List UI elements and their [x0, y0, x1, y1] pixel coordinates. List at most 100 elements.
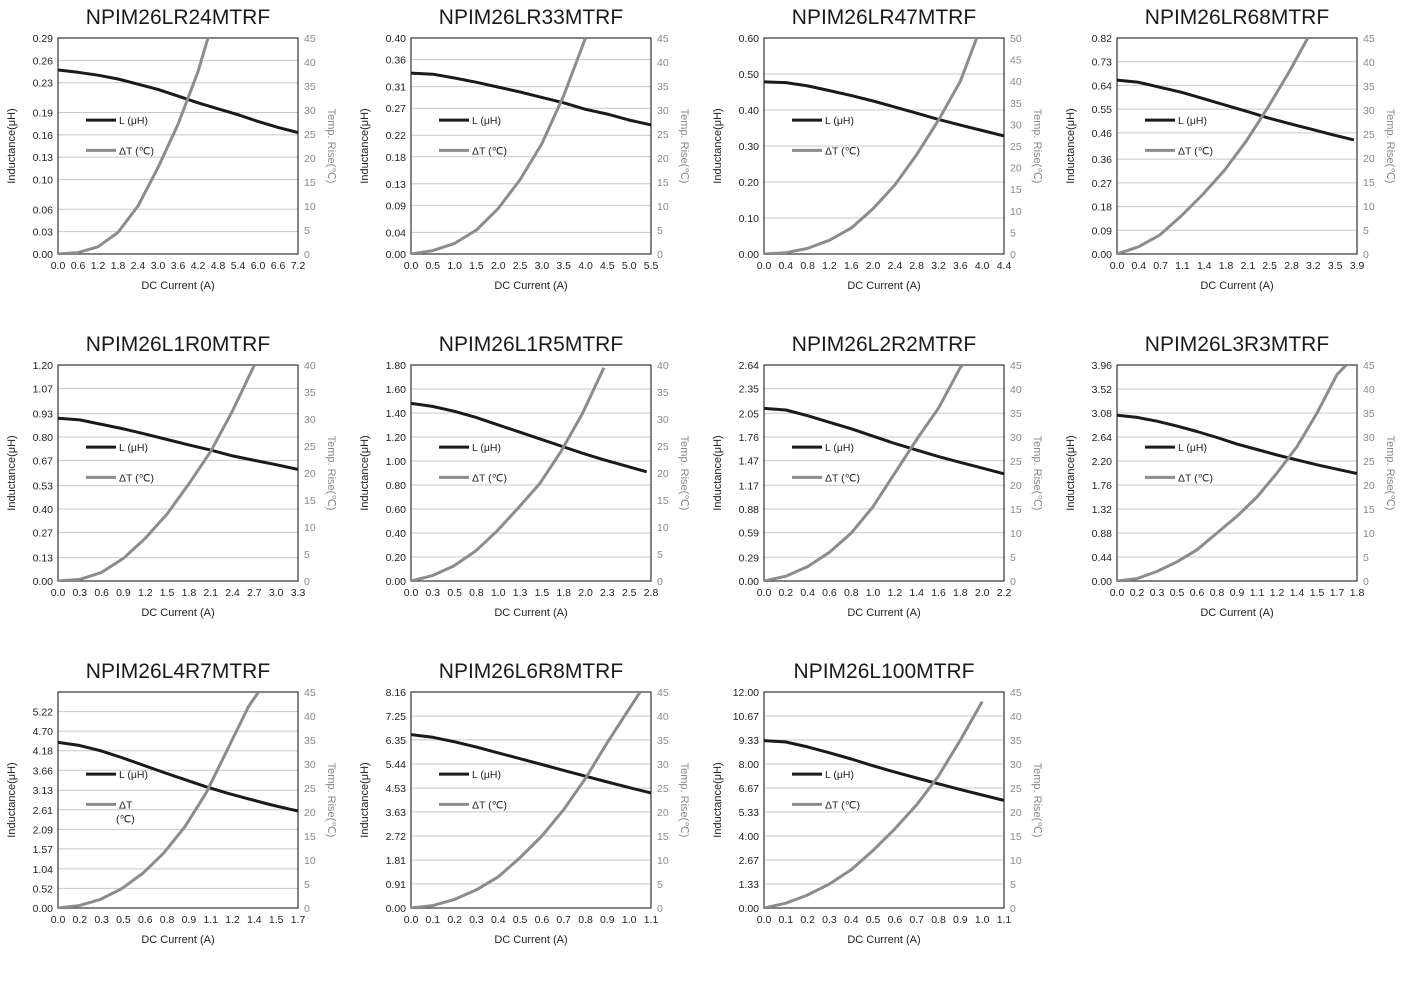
x-tick-label: 1.8 [182, 587, 197, 599]
y2-tick-label: 0 [1363, 249, 1369, 261]
legend-label-inductance: L (μH) [119, 769, 148, 781]
y2-tick-label: 45 [1010, 687, 1022, 699]
y-tick-label: 2.61 [33, 805, 54, 817]
y-tick-label: 9.33 [739, 735, 760, 747]
y-tick-label: 0.27 [386, 103, 407, 115]
y-tick-label: 0.00 [739, 576, 760, 588]
x-tick-label: 0.2 [800, 914, 815, 926]
y-tick-label: 0.40 [386, 528, 407, 540]
y2-axis-label: Temp. Rise(℃) [678, 763, 690, 838]
y2-tick-label: 0 [304, 903, 310, 915]
plot-frame [763, 37, 1005, 255]
legend-label-temp-rise: ΔT (℃) [1178, 472, 1213, 484]
x-tick-label: 0.9 [182, 914, 197, 926]
x-tick-label: 0.0 [404, 260, 419, 272]
y-axis-label: Inductance(μH) [1065, 435, 1077, 510]
inductance-series-line [764, 739, 1004, 802]
x-axis-label: DC Current (A) [847, 280, 920, 292]
y2-tick-label: 20 [657, 807, 669, 819]
y-tick-label: 0.30 [739, 141, 760, 153]
y-tick-label: 0.29 [739, 552, 760, 564]
x-tick-label: 0.5 [866, 914, 881, 926]
y-tick-label: 0.13 [386, 179, 407, 191]
temp-rise-series-line [764, 38, 979, 254]
x-tick-label: 3.0 [535, 260, 550, 272]
y-tick-label: 0.67 [33, 455, 54, 467]
y2-tick-label: 40 [1010, 384, 1022, 396]
x-tick-label: 1.1 [203, 914, 218, 926]
y-tick-label: 1.80 [386, 360, 407, 372]
y2-tick-label: 50 [1010, 33, 1022, 45]
y2-tick-label: 10 [657, 201, 669, 213]
legend-label-temp-rise: ΔT [119, 799, 133, 811]
x-tick-label: 0.5 [447, 587, 462, 599]
y2-tick-label: 10 [1363, 201, 1375, 213]
x-tick-label: 0.2 [1130, 587, 1145, 599]
y-tick-label: 0.40 [33, 504, 54, 516]
y-tick-label: 1.76 [1092, 480, 1113, 492]
y-tick-label: 3.52 [1092, 384, 1113, 396]
x-tick-label: 0.6 [1190, 587, 1205, 599]
y-tick-label: 6.35 [386, 735, 407, 747]
temp-rise-series-line [411, 692, 642, 908]
plot-frame [57, 691, 299, 909]
y2-tick-label: 45 [657, 33, 669, 45]
y2-tick-label: 5 [657, 879, 663, 891]
y2-tick-label: 15 [1010, 504, 1022, 516]
y-tick-label: 0.00 [33, 576, 54, 588]
inductance-series-line [58, 68, 298, 135]
chart-panel: NPIM26LR68MTRF 0.0 0.4 0.7 1.1 1.4 1.8 2.1 2.5 2.… [1059, 0, 1412, 327]
x-tick-label: 0.4 [779, 260, 794, 272]
y-tick-label: 0.44 [1092, 552, 1113, 564]
x-tick-label: 1.5 [1310, 587, 1325, 599]
temp-rise-series-line [411, 367, 606, 581]
y-axis-label: Inductance(μH) [359, 108, 371, 183]
x-tick-label: 0.5 [513, 914, 528, 926]
y-tick-label: 0.09 [386, 200, 407, 212]
y2-tick-label: 35 [304, 735, 316, 747]
x-tick-label: 2.8 [1284, 260, 1299, 272]
y-tick-label: 4.53 [386, 783, 407, 795]
x-tick-label: 1.5 [535, 587, 550, 599]
chart-svg: 0.0 0.2 0.4 0.6 0.8 1.0 1.2 1.4 1.6 1.8 2.0 2.2 0.00… [712, 360, 1043, 619]
x-axis-label: DC Current (A) [847, 607, 920, 619]
y2-tick-label: 0 [1363, 576, 1369, 588]
x-tick-label: 0.9 [1230, 587, 1245, 599]
x-tick-label: 0.6 [94, 587, 109, 599]
y-tick-label: 0.00 [739, 903, 760, 915]
legend-label-temp-rise: ΔT (℃) [825, 472, 860, 484]
x-tick-label: 1.1 [1175, 260, 1190, 272]
y2-tick-label: 20 [304, 468, 316, 480]
x-tick-label: 0.7 [556, 914, 571, 926]
x-tick-label: 0.8 [160, 914, 175, 926]
legend-label-inductance: L (μH) [119, 442, 148, 454]
legend-label-inductance: L (μH) [472, 769, 501, 781]
y-tick-label: 1.07 [33, 383, 54, 395]
y-tick-label: 0.04 [386, 227, 407, 239]
y2-axis-label: Temp. Rise(℃) [678, 436, 690, 511]
x-tick-label: 2.1 [203, 587, 218, 599]
x-tick-label: 1.1 [997, 914, 1012, 926]
x-tick-label: 0.0 [404, 587, 419, 599]
x-tick-label: 2.1 [1241, 260, 1256, 272]
x-tick-label: 1.2 [1270, 587, 1285, 599]
x-tick-label: 5.5 [644, 260, 659, 272]
x-tick-label: 0.1 [426, 914, 441, 926]
y-tick-label: 12.00 [733, 687, 759, 699]
y2-tick-label: 25 [1010, 783, 1022, 795]
y2-tick-label: 15 [304, 831, 316, 843]
y2-tick-label: 40 [657, 711, 669, 723]
y-tick-label: 3.96 [1092, 360, 1113, 372]
x-tick-label: 1.0 [447, 260, 462, 272]
y-tick-label: 10.67 [733, 711, 759, 723]
x-tick-label: 2.7 [247, 587, 262, 599]
x-tick-label: 0.3 [822, 914, 837, 926]
y-tick-label: 0.13 [33, 553, 54, 565]
y-tick-label: 1.40 [386, 408, 407, 420]
legend-label-inductance: L (μH) [472, 442, 501, 454]
y2-tick-label: 10 [304, 522, 316, 534]
y2-tick-label: 25 [304, 783, 316, 795]
chart-svg: 0.0 0.3 0.5 0.8 1.0 1.3 1.5 1.8 2.0 2.3 2.5 2.8 0.00… [359, 360, 690, 619]
y2-tick-label: 5 [1363, 552, 1369, 564]
x-tick-label: 1.8 [953, 587, 968, 599]
